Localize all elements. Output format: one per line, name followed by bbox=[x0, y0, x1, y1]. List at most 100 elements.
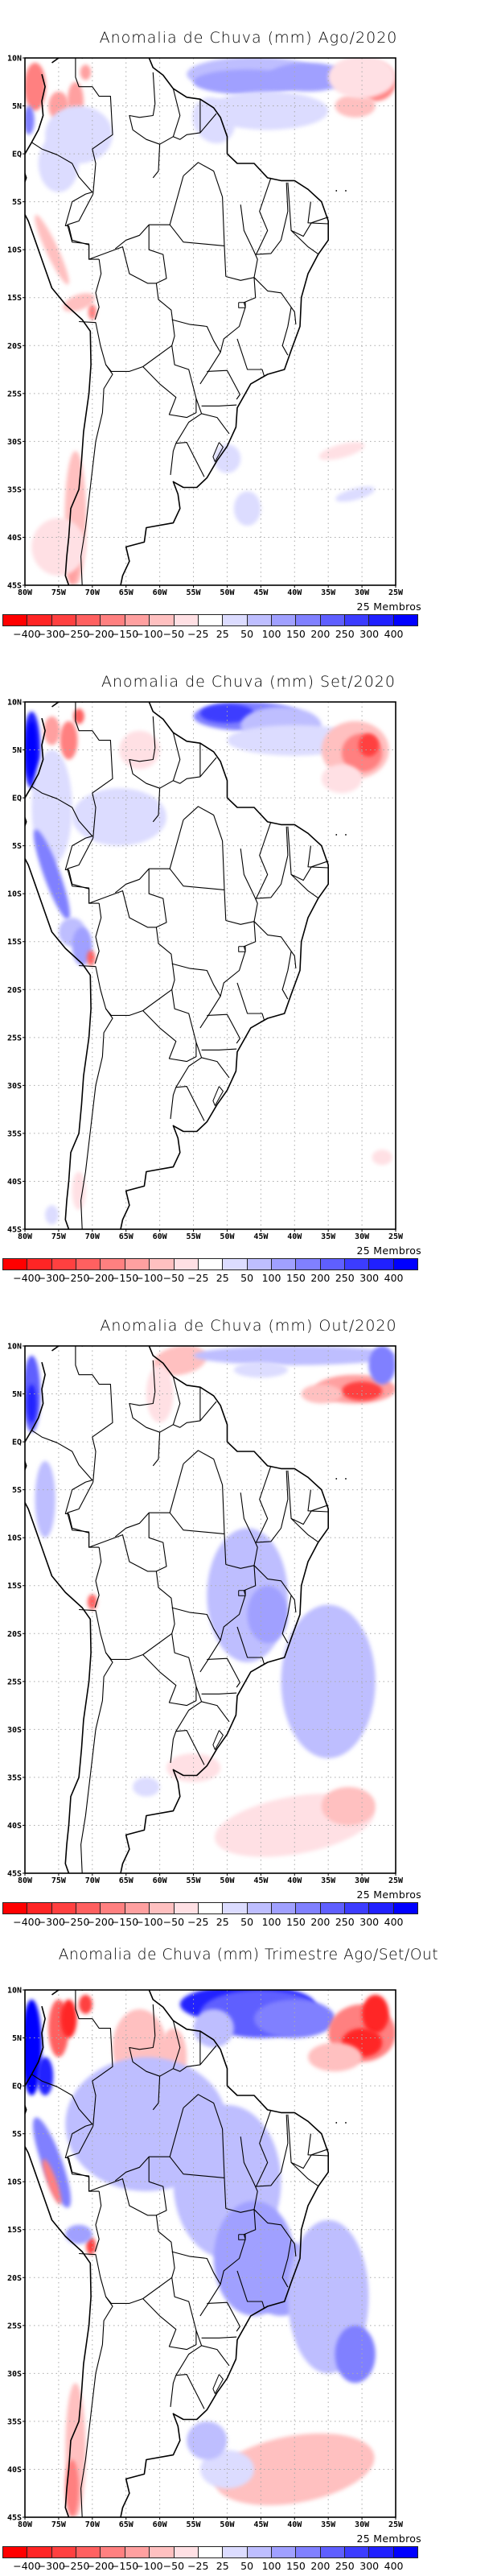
colorbar-label: −300 bbox=[37, 2560, 65, 2572]
lat-tick-label: 30S bbox=[7, 2370, 22, 2379]
anomaly-region bbox=[193, 2008, 234, 2048]
lat-tick-label: 15S bbox=[7, 1582, 22, 1591]
colorbar-segment bbox=[345, 615, 370, 625]
anomaly-region bbox=[72, 788, 167, 846]
lat-tick-label: 25S bbox=[7, 1034, 22, 1042]
colorbar-segment bbox=[150, 1259, 175, 1269]
gridlines bbox=[25, 702, 396, 1229]
anomaly-region bbox=[86, 2237, 97, 2255]
colorbar-label: −400 bbox=[13, 628, 41, 640]
anomaly-region bbox=[267, 62, 349, 92]
colorbar-label: −200 bbox=[86, 628, 114, 640]
lat-tick-label: EQ bbox=[12, 1439, 22, 1447]
lat-tick-label: EQ bbox=[12, 151, 22, 159]
border-line bbox=[152, 2076, 161, 2111]
colorbar-segment bbox=[369, 1903, 394, 1913]
lat-tick-label: EQ bbox=[12, 795, 22, 803]
border-line bbox=[152, 72, 156, 105]
lon-tick-label: 30W bbox=[355, 1232, 370, 1241]
border-line bbox=[152, 1360, 156, 1393]
lon-tick-label: 75W bbox=[51, 1232, 67, 1241]
border-line bbox=[152, 1432, 161, 1467]
border-line bbox=[281, 951, 292, 1000]
border-line bbox=[114, 2107, 184, 2182]
lon-tick-label: 65W bbox=[119, 2520, 134, 2529]
border-line bbox=[94, 259, 102, 320]
small-boundary bbox=[238, 1590, 246, 1596]
border-line bbox=[148, 2157, 167, 2216]
border-line bbox=[290, 230, 319, 255]
anomaly-map-panel-1: Anomalia de Chuva (mm) Ago/2020 10N 5N EQ 5… bbox=[0, 0, 497, 644]
border-line bbox=[253, 277, 297, 325]
border-line bbox=[307, 2133, 329, 2157]
border-line bbox=[31, 142, 58, 155]
lon-tick-label: 50W bbox=[220, 1232, 235, 1241]
small-boundary bbox=[212, 2374, 224, 2394]
lon-tick-label: 35W bbox=[321, 1232, 336, 1241]
lat-tick-label: 10S bbox=[7, 1534, 22, 1543]
island-marker bbox=[335, 2122, 338, 2124]
border-line bbox=[170, 1731, 177, 1764]
colorbar-label: −25 bbox=[187, 1272, 209, 1284]
anomaly-region bbox=[79, 1994, 92, 2014]
political-boundaries bbox=[25, 1346, 347, 1873]
anomaly-region bbox=[43, 716, 60, 745]
lat-tick-label: 35S bbox=[7, 485, 22, 494]
lat-tick-label: 30S bbox=[7, 1082, 22, 1091]
lon-tick-label: 75W bbox=[51, 1876, 67, 1885]
border-line bbox=[201, 1701, 230, 1723]
small-boundary bbox=[238, 946, 246, 952]
border-line bbox=[148, 1513, 167, 1572]
border-line bbox=[114, 1463, 184, 1538]
lat-tick-label: 15S bbox=[7, 2226, 22, 2235]
colorbar-segment bbox=[76, 1903, 101, 1913]
border-line bbox=[129, 1392, 217, 1433]
colorbar-label: −150 bbox=[110, 628, 139, 640]
colorbar-label: −200 bbox=[86, 2560, 114, 2572]
colorbar-label: 150 bbox=[286, 628, 306, 640]
colorbar-segment bbox=[320, 1259, 346, 1269]
colorbar-label: 150 bbox=[286, 2560, 306, 2572]
colorbar-label: −300 bbox=[37, 1272, 65, 1284]
ensemble-members-label: 25 Membros bbox=[356, 2533, 421, 2545]
colorbar-label: −100 bbox=[135, 628, 163, 640]
colorbar-segment bbox=[271, 1903, 297, 1913]
lon-tick-label: 30W bbox=[355, 2520, 370, 2529]
lon-tick-label: 30W bbox=[355, 1876, 370, 1885]
lat-tick-label: 20S bbox=[7, 2274, 22, 2283]
border-line bbox=[31, 1430, 58, 1443]
colorbar-label: 150 bbox=[286, 1272, 306, 1284]
anomaly-region bbox=[27, 1384, 37, 1423]
border-line bbox=[31, 2074, 58, 2087]
colorbar-segment bbox=[296, 615, 321, 625]
lon-tick-label: 35W bbox=[321, 588, 336, 597]
lon-tick-label: 45W bbox=[253, 588, 269, 597]
anomaly-region bbox=[32, 2117, 72, 2208]
gridlines bbox=[25, 1346, 396, 1873]
border-line bbox=[255, 1465, 289, 1543]
anomaly-region bbox=[37, 2057, 54, 2095]
border-line bbox=[94, 2191, 102, 2252]
political-boundaries bbox=[25, 702, 347, 1229]
border-line bbox=[253, 1565, 297, 1613]
colorbar-segment bbox=[51, 615, 77, 625]
lon-tick-label: 40W bbox=[287, 2520, 302, 2529]
border-line bbox=[56, 1442, 93, 1514]
colorbar-segment bbox=[150, 1903, 175, 1913]
lat-tick-label: 5N bbox=[12, 746, 22, 755]
atlantic-coastline bbox=[51, 702, 330, 1229]
colorbar-label: 150 bbox=[286, 1916, 306, 1928]
anomaly-region bbox=[25, 62, 46, 111]
lat-tick-label: 30S bbox=[7, 438, 22, 447]
border-line bbox=[201, 404, 237, 407]
pacific-coastline bbox=[25, 73, 92, 585]
border-line bbox=[240, 204, 258, 278]
border-line bbox=[287, 182, 329, 237]
border-line bbox=[183, 1450, 227, 1565]
border-line bbox=[240, 2136, 258, 2210]
colorbar-label: −50 bbox=[162, 1916, 185, 1928]
border-line bbox=[201, 1057, 230, 1079]
colorbar-segment bbox=[3, 1903, 28, 1913]
colorbar-segment bbox=[101, 615, 125, 625]
